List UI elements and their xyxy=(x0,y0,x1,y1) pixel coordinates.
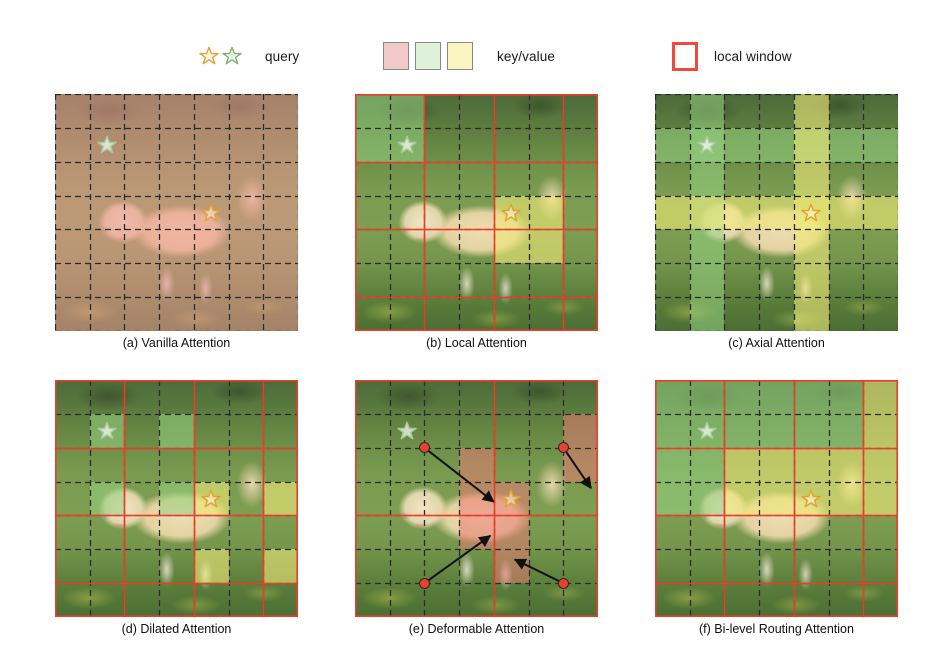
attention-cell xyxy=(263,549,298,584)
panel-caption-dilated: (d) Dilated Attention xyxy=(121,622,232,636)
attention-cell xyxy=(724,380,794,448)
attention-cell xyxy=(55,94,298,331)
star-orange-icon xyxy=(199,46,219,65)
attention-overlay xyxy=(55,380,298,617)
panel-caption-local: (b) Local Attention xyxy=(426,336,527,350)
panel-deformable: (e) Deformable Attention xyxy=(355,380,598,636)
star-green-icon xyxy=(222,46,242,65)
panel-image-axial xyxy=(655,94,898,331)
query-star-green xyxy=(696,134,718,161)
panel-image-dilated xyxy=(55,380,298,617)
panel-bilevel: (f) Bi-level Routing Attention xyxy=(655,380,898,636)
query-star-orange xyxy=(500,202,522,229)
attention-cell xyxy=(459,515,494,550)
reference-point-dot xyxy=(557,442,569,454)
panel-image-local xyxy=(355,94,598,331)
query-star-orange xyxy=(500,488,522,515)
panel-local: (b) Local Attention xyxy=(355,94,598,350)
legend-keyvalue-label: key/value xyxy=(497,48,555,64)
legend-local-window-group: local window xyxy=(672,34,792,78)
query-star-green xyxy=(396,420,418,447)
panel-vanilla: (a) Vanilla Attention xyxy=(55,94,298,350)
panel-image-deformable xyxy=(355,380,598,617)
attention-cell xyxy=(724,447,794,516)
panel-image-bilevel xyxy=(655,380,898,617)
attention-cell xyxy=(563,447,598,482)
attention-cell xyxy=(863,380,898,448)
attention-overlay xyxy=(655,94,898,331)
panel-caption-deformable: (e) Deformable Attention xyxy=(408,622,545,636)
legend-keyvalue-swatches xyxy=(383,42,473,70)
legend-query-group: query xyxy=(198,34,299,78)
attention-cell xyxy=(493,515,529,550)
attention-cell xyxy=(563,413,598,448)
panel-caption-vanilla: (a) Vanilla Attention xyxy=(122,336,231,350)
local-window-box-icon xyxy=(672,41,698,71)
panel-dilated: (d) Dilated Attention xyxy=(55,380,298,636)
legend: query key/value local window xyxy=(0,34,950,78)
panel-image-vanilla xyxy=(55,94,298,331)
attention-cell xyxy=(459,481,494,516)
attention-overlay xyxy=(355,94,598,331)
query-star-green xyxy=(96,134,118,161)
legend-query-label: query xyxy=(265,48,300,64)
reference-point-dot xyxy=(557,577,569,589)
attention-cell xyxy=(263,481,298,516)
attention-cell xyxy=(89,481,125,516)
query-star-green xyxy=(696,420,718,447)
attention-cell xyxy=(793,380,864,448)
legend-keyvalue-group: key/value xyxy=(383,34,555,78)
query-star-orange xyxy=(200,202,222,229)
query-star-orange xyxy=(800,202,822,229)
swatch-green xyxy=(415,42,441,70)
attention-cell xyxy=(193,549,229,584)
attention-cell xyxy=(159,481,194,516)
panel-axial: (c) Axial Attention xyxy=(655,94,898,350)
swatch-pink xyxy=(383,42,409,70)
legend-local-window-label: local window xyxy=(714,48,792,64)
attention-overlay xyxy=(655,380,898,617)
reference-point-dot xyxy=(418,577,430,589)
reference-point-dot xyxy=(418,442,430,454)
attention-cell xyxy=(655,195,898,230)
attention-overlay xyxy=(55,94,298,331)
attention-cell xyxy=(655,447,725,516)
query-star-orange xyxy=(200,488,222,515)
query-star-green xyxy=(96,420,118,447)
attention-cell xyxy=(459,447,494,482)
query-star-orange xyxy=(800,488,822,515)
query-star-green xyxy=(396,134,418,161)
panel-caption-bilevel: (f) Bi-level Routing Attention xyxy=(699,622,854,636)
attention-cell xyxy=(493,549,529,584)
attention-cell xyxy=(159,413,194,448)
swatch-yellow xyxy=(447,42,473,70)
panel-caption-axial: (c) Axial Attention xyxy=(728,336,825,350)
legend-query-stars xyxy=(198,45,243,67)
attention-cell xyxy=(863,447,898,516)
